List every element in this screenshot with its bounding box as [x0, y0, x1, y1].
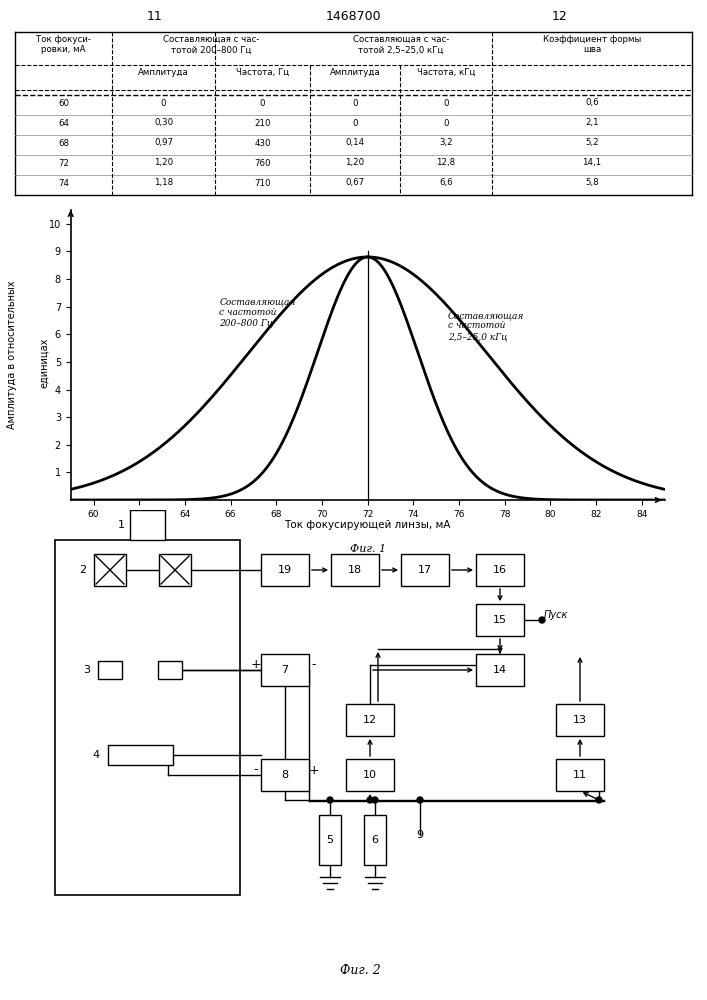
Circle shape [367, 797, 373, 803]
Text: 17: 17 [418, 565, 432, 575]
Text: 15: 15 [493, 615, 507, 625]
Text: 74: 74 [58, 178, 69, 188]
Text: Коэффициент формы
шва: Коэффициент формы шва [543, 35, 641, 54]
Circle shape [417, 797, 423, 803]
Text: Составляющая
с частотой
2,5–25,0 кГц: Составляющая с частотой 2,5–25,0 кГц [448, 311, 524, 341]
Text: Фиг. 2: Фиг. 2 [339, 964, 380, 976]
Text: Составляющая с час-
тотой 200–800 Гц: Составляющая с час- тотой 200–800 Гц [163, 35, 259, 54]
Text: 430: 430 [255, 138, 271, 147]
Bar [556, 759, 604, 791]
Bar [158, 661, 182, 679]
Text: 210: 210 [255, 118, 271, 127]
Text: 0,6: 0,6 [585, 99, 599, 107]
Text: Частота, Гц: Частота, Гц [236, 68, 289, 77]
Circle shape [539, 617, 545, 623]
Text: 6,6: 6,6 [439, 178, 452, 188]
Text: 3,2: 3,2 [439, 138, 452, 147]
Text: 16: 16 [493, 565, 507, 575]
Text: Ток фокуси-
ровки, мА: Ток фокуси- ровки, мА [36, 35, 91, 54]
Text: 0,97: 0,97 [154, 138, 173, 147]
Text: -: - [254, 764, 258, 776]
Text: 72: 72 [58, 158, 69, 167]
Bar [346, 759, 394, 791]
Text: 9: 9 [416, 830, 423, 840]
Text: 4: 4 [93, 750, 100, 760]
Bar [346, 704, 394, 736]
Bar [130, 510, 165, 540]
Bar [261, 554, 309, 586]
Bar [476, 654, 524, 686]
Text: 1468700: 1468700 [325, 10, 381, 23]
Text: 710: 710 [255, 178, 271, 188]
Bar [331, 554, 379, 586]
Text: 60: 60 [58, 99, 69, 107]
Bar [319, 815, 341, 865]
Text: 7: 7 [281, 665, 288, 675]
Bar [98, 661, 122, 679]
Text: Пуск: Пуск [544, 610, 568, 620]
X-axis label: Ток фокусирующей линзы, мА: Ток фокусирующей линзы, мА [284, 520, 451, 530]
Text: 2,1: 2,1 [585, 118, 599, 127]
Text: Амплитуда: Амплитуда [329, 68, 380, 77]
Bar [107, 745, 173, 765]
Text: 1,20: 1,20 [346, 158, 365, 167]
Text: 5,2: 5,2 [585, 138, 599, 147]
Text: 18: 18 [348, 565, 362, 575]
Text: 1,18: 1,18 [154, 178, 173, 188]
Text: Амплитуда: Амплитуда [138, 68, 189, 77]
Text: 12,8: 12,8 [436, 158, 455, 167]
Text: 0: 0 [352, 118, 358, 127]
Text: 12: 12 [363, 715, 377, 725]
Text: 19: 19 [278, 565, 292, 575]
Text: 12: 12 [552, 10, 568, 23]
Bar [261, 654, 309, 686]
Text: -: - [312, 658, 316, 672]
Text: 8: 8 [281, 770, 288, 780]
Text: Составляющая с час-
тотой 2,5–25,0 кГц: Составляющая с час- тотой 2,5–25,0 кГц [353, 35, 449, 54]
Text: 0,67: 0,67 [346, 178, 365, 188]
Text: 5: 5 [327, 835, 334, 845]
Text: 0: 0 [443, 118, 449, 127]
Text: 5,8: 5,8 [585, 178, 599, 188]
Text: 760: 760 [255, 158, 271, 167]
Text: 0: 0 [259, 99, 265, 107]
Text: Составляющая
с частотой
200–800 Гц: Составляющая с частотой 200–800 Гц [219, 297, 296, 327]
Bar [401, 554, 449, 586]
Bar [55, 540, 240, 895]
Text: 13: 13 [573, 715, 587, 725]
Text: 10: 10 [363, 770, 377, 780]
Text: 6: 6 [371, 835, 378, 845]
Text: 0: 0 [352, 99, 358, 107]
Text: 0: 0 [443, 99, 449, 107]
Bar [476, 604, 524, 636]
Bar [261, 759, 309, 791]
Text: 68: 68 [58, 138, 69, 147]
Text: 11: 11 [573, 770, 587, 780]
Text: Фиг. 1: Фиг. 1 [349, 544, 386, 554]
Text: 0: 0 [160, 99, 166, 107]
Bar [476, 554, 524, 586]
Text: 14: 14 [493, 665, 507, 675]
Text: единицах: единицах [39, 338, 49, 388]
Bar [159, 554, 191, 586]
Text: 14,1: 14,1 [583, 158, 602, 167]
Bar [364, 815, 386, 865]
Text: 0,14: 0,14 [346, 138, 365, 147]
Text: 2: 2 [79, 565, 86, 575]
Text: 1,20: 1,20 [154, 158, 173, 167]
Text: +: + [309, 764, 320, 776]
Text: 1: 1 [118, 520, 125, 530]
Text: 3: 3 [83, 665, 90, 675]
Circle shape [327, 797, 333, 803]
Bar [94, 554, 126, 586]
Text: Частота, кГц: Частота, кГц [417, 68, 475, 77]
Text: 11: 11 [147, 10, 163, 23]
Circle shape [372, 797, 378, 803]
Bar [556, 704, 604, 736]
Text: 0,30: 0,30 [154, 118, 173, 127]
Text: +: + [251, 658, 262, 672]
Circle shape [596, 797, 602, 803]
Text: 64: 64 [58, 118, 69, 127]
Text: Амплитуда в относительных: Амплитуда в относительных [7, 281, 17, 429]
